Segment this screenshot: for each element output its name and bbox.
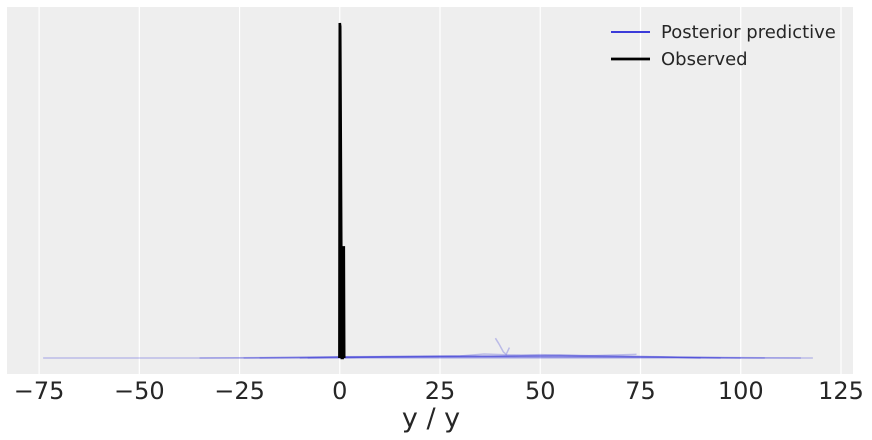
posterior-predictive-curve xyxy=(307,354,721,359)
legend-label: Posterior predictive xyxy=(661,22,836,43)
posterior-predictive-curve xyxy=(243,355,741,359)
x-tick-label: −25 xyxy=(214,377,265,405)
posterior-predictive-curve xyxy=(259,356,801,359)
x-tick-label: −75 xyxy=(14,377,65,405)
posterior-predictive-curve xyxy=(299,353,637,359)
plot-background xyxy=(7,7,853,374)
x-tick-label: 25 xyxy=(425,377,456,405)
legend-entry: Posterior predictive xyxy=(611,22,836,43)
observed-curve xyxy=(338,22,346,360)
x-tick-label: 75 xyxy=(625,377,656,405)
x-tick-label: 125 xyxy=(818,377,864,405)
posterior-predictive-lines xyxy=(43,337,813,359)
x-tick-label: 100 xyxy=(718,377,764,405)
x-tick-label: 50 xyxy=(525,377,556,405)
posterior-predictive-curve xyxy=(494,337,511,356)
x-axis-ticks: −75 −50 −25 0 25 50 75 100 125 xyxy=(14,377,864,405)
legend-entry: Observed xyxy=(611,49,748,70)
observed-line xyxy=(338,22,346,360)
legend: Posterior predictive Observed xyxy=(611,22,836,70)
x-tick-label: −50 xyxy=(114,377,165,405)
posterior-predictive-curve xyxy=(339,353,701,359)
posterior-predictive-curve xyxy=(199,355,765,359)
x-tick-label: 0 xyxy=(332,377,347,405)
legend-label: Observed xyxy=(661,49,748,70)
x-axis-label: y / y xyxy=(402,403,460,434)
